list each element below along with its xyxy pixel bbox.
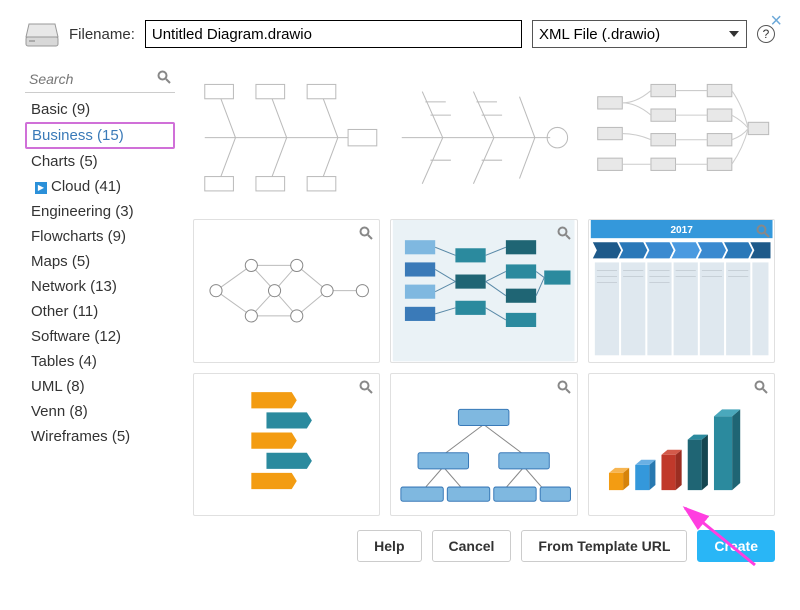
category-label: Engineering (3) [31,203,134,220]
category-item[interactable]: Maps (5) [25,249,175,274]
help-button[interactable]: Help [357,530,421,562]
year-label: 2017 [670,225,693,236]
template-thumb[interactable]: 2017 [588,219,775,362]
category-label: Tables (4) [31,353,97,370]
category-label: Maps (5) [31,253,90,270]
category-item[interactable]: Network (13) [25,274,175,299]
category-item[interactable]: ▶ Cloud (41) [25,174,175,199]
disk-icon [25,20,59,48]
magnify-icon[interactable] [557,226,571,240]
category-label: Basic (9) [31,101,90,118]
template-thumb[interactable] [193,66,380,209]
category-label: Network (13) [31,278,117,295]
category-item[interactable]: Tables (4) [25,349,175,374]
template-thumb[interactable] [193,219,380,362]
category-item[interactable]: Flowcharts (9) [25,224,175,249]
from-template-url-button[interactable]: From Template URL [521,530,687,562]
magnify-icon[interactable] [359,226,373,240]
category-label: UML (8) [31,378,85,395]
search-icon[interactable] [157,70,171,88]
template-thumb[interactable] [193,373,380,516]
close-icon[interactable]: × [770,10,782,33]
template-thumb[interactable] [588,373,775,516]
magnify-icon[interactable] [557,380,571,394]
category-item[interactable]: UML (8) [25,374,175,399]
magnify-icon[interactable] [754,380,768,394]
template-thumb[interactable] [390,219,577,362]
category-label: Wireframes (5) [31,428,130,445]
magnify-icon[interactable] [756,224,770,238]
category-label: Other (11) [31,303,98,320]
category-item[interactable]: Other (11) [25,299,175,324]
category-label: Charts (5) [31,153,98,170]
create-button[interactable]: Create [697,530,775,562]
category-label: Business (15) [32,127,124,144]
filename-input[interactable] [145,20,522,48]
filename-label: Filename: [69,26,135,43]
category-label: Cloud (41) [51,178,121,195]
category-item[interactable]: Software (12) [25,324,175,349]
template-thumb[interactable] [390,66,577,209]
category-item[interactable]: Engineering (3) [25,199,175,224]
search-input[interactable] [29,68,157,90]
category-item[interactable]: Business (15) [25,122,175,149]
category-item[interactable]: Basic (9) [25,97,175,122]
format-select[interactable]: XML File (.drawio) [532,20,747,48]
expand-icon[interactable]: ▶ [35,182,47,194]
category-item[interactable]: Charts (5) [25,149,175,174]
category-item[interactable]: Wireframes (5) [25,424,175,449]
magnify-icon[interactable] [359,380,373,394]
category-item[interactable]: Venn (8) [25,399,175,424]
category-label: Flowcharts (9) [31,228,126,245]
cancel-button[interactable]: Cancel [432,530,512,562]
category-sidebar: Basic (9) Business (15) Charts (5) ▶ Cloud (… [25,66,175,516]
category-label: Software (12) [31,328,121,345]
category-label: Venn (8) [31,403,88,420]
template-thumb[interactable] [390,373,577,516]
template-thumb[interactable] [588,66,775,209]
